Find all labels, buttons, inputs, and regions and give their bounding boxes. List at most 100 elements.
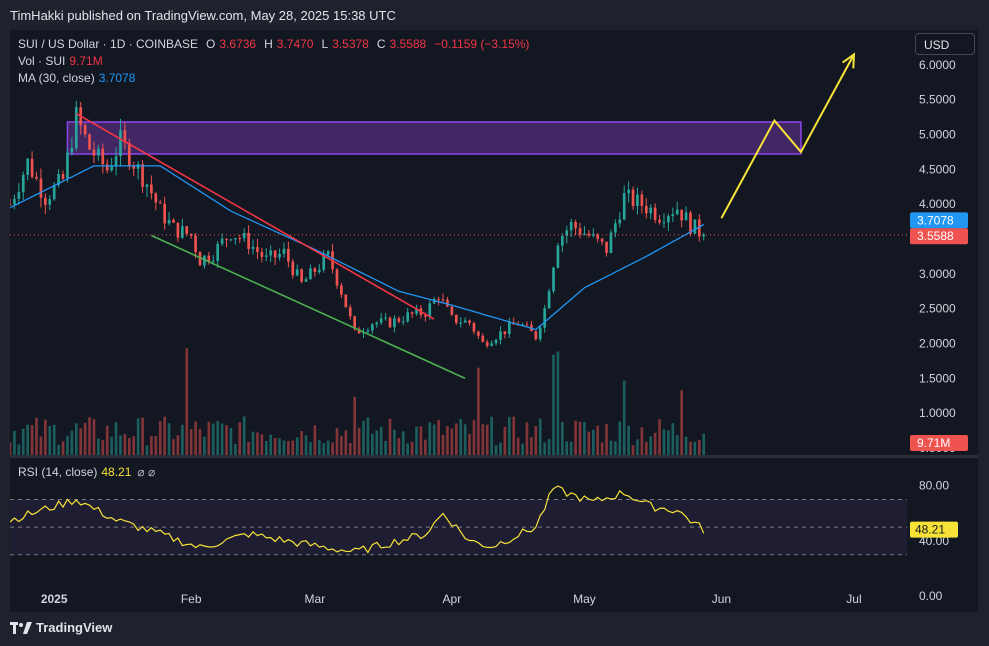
- candle-body[interactable]: [490, 343, 493, 346]
- candle-body[interactable]: [225, 238, 228, 240]
- candle-body[interactable]: [424, 314, 427, 317]
- candle-body[interactable]: [446, 299, 449, 307]
- candle-body[interactable]: [83, 124, 87, 135]
- candle-body[interactable]: [485, 341, 489, 346]
- candle-body[interactable]: [538, 327, 542, 340]
- candle-body[interactable]: [309, 268, 312, 280]
- candle-body[interactable]: [667, 215, 670, 223]
- candle-body[interactable]: [600, 238, 604, 242]
- candle-body[interactable]: [556, 245, 560, 268]
- candle-body[interactable]: [578, 228, 582, 235]
- candle-body[interactable]: [176, 222, 180, 238]
- candle-body[interactable]: [494, 339, 498, 344]
- candle-body[interactable]: [150, 184, 153, 194]
- candle-body[interactable]: [631, 189, 635, 207]
- support-trendline[interactable]: [151, 234, 466, 380]
- candle-body[interactable]: [596, 234, 600, 239]
- candle-body[interactable]: [229, 239, 233, 241]
- candle-body[interactable]: [238, 238, 242, 240]
- candle-body[interactable]: [287, 248, 290, 262]
- candle-body[interactable]: [57, 173, 60, 185]
- symbol-title[interactable]: SUI / US Dollar · 1D · COINBASE: [18, 37, 199, 51]
- candle-body[interactable]: [375, 322, 379, 325]
- volume-label[interactable]: Vol · SUI: [18, 54, 66, 68]
- candle-body[interactable]: [468, 320, 471, 324]
- candle-body[interactable]: [48, 199, 52, 205]
- candle-body[interactable]: [640, 194, 644, 206]
- candle-body[interactable]: [472, 323, 476, 332]
- candle-body[interactable]: [247, 232, 250, 249]
- candle-body[interactable]: [220, 238, 224, 244]
- candle-body[interactable]: [335, 269, 339, 286]
- candle-body[interactable]: [348, 307, 352, 317]
- candle-body[interactable]: [313, 268, 317, 273]
- candle-body[interactable]: [693, 219, 697, 234]
- candle-body[interactable]: [251, 246, 255, 249]
- rsi-label[interactable]: RSI (14, close): [18, 465, 98, 479]
- candle-body[interactable]: [393, 318, 396, 328]
- projection-path[interactable]: [720, 53, 855, 219]
- candle-body[interactable]: [256, 246, 259, 252]
- candle-body[interactable]: [295, 269, 299, 276]
- candle-body[interactable]: [587, 233, 591, 236]
- candle-body[interactable]: [459, 322, 463, 324]
- candle-body[interactable]: [39, 178, 43, 198]
- candle-body[interactable]: [353, 316, 356, 329]
- candle-body[interactable]: [66, 152, 69, 179]
- candle-body[interactable]: [534, 331, 538, 340]
- candle-body[interactable]: [507, 322, 511, 335]
- candle-body[interactable]: [17, 192, 21, 199]
- candle-body[interactable]: [101, 148, 105, 165]
- candle-body[interactable]: [207, 255, 211, 262]
- candle-body[interactable]: [260, 251, 264, 257]
- candle-body[interactable]: [561, 235, 564, 246]
- candle-body[interactable]: [658, 219, 661, 223]
- candle-body[interactable]: [344, 294, 348, 308]
- candle-body[interactable]: [371, 324, 374, 331]
- candle-body[interactable]: [145, 184, 149, 187]
- candle-body[interactable]: [70, 148, 74, 153]
- candle-body[interactable]: [123, 130, 127, 143]
- candle-body[interactable]: [163, 203, 166, 224]
- candle-body[interactable]: [278, 253, 281, 258]
- candle-body[interactable]: [114, 156, 118, 167]
- candle-body[interactable]: [264, 255, 268, 257]
- candle-body[interactable]: [13, 198, 16, 205]
- candle-body[interactable]: [273, 250, 277, 258]
- candle-body[interactable]: [401, 321, 405, 323]
- candle-body[interactable]: [61, 173, 65, 179]
- candle-body[interactable]: [415, 308, 418, 314]
- candle-body[interactable]: [30, 158, 34, 177]
- candle-body[interactable]: [300, 269, 303, 282]
- moving-average-line[interactable]: [10, 165, 705, 331]
- candle-body[interactable]: [662, 222, 666, 224]
- candle-body[interactable]: [379, 318, 383, 323]
- candle-body[interactable]: [649, 207, 653, 214]
- candle-body[interactable]: [189, 233, 193, 236]
- candle-body[interactable]: [569, 221, 573, 231]
- candle-body[interactable]: [618, 219, 622, 224]
- candle-body[interactable]: [74, 107, 78, 149]
- candle-body[interactable]: [684, 212, 688, 221]
- candle-body[interactable]: [671, 214, 675, 216]
- resistance-trendline[interactable]: [75, 112, 435, 320]
- candle-body[interactable]: [499, 331, 502, 340]
- supply-zone-rectangle[interactable]: [66, 121, 802, 155]
- candle-body[interactable]: [675, 209, 679, 215]
- candle-body[interactable]: [97, 148, 100, 156]
- ma-label[interactable]: MA (30, close): [18, 71, 95, 85]
- candle-body[interactable]: [366, 330, 370, 332]
- candle-body[interactable]: [543, 308, 546, 328]
- candle-body[interactable]: [388, 317, 392, 328]
- candle-body[interactable]: [216, 243, 220, 261]
- candle-body[interactable]: [450, 306, 454, 315]
- candle-body[interactable]: [322, 254, 326, 270]
- candle-body[interactable]: [317, 269, 321, 273]
- candle-body[interactable]: [689, 212, 692, 234]
- candle-body[interactable]: [680, 209, 683, 221]
- candle-body[interactable]: [326, 251, 330, 255]
- candle-body[interactable]: [88, 134, 91, 150]
- candle-body[interactable]: [397, 318, 401, 322]
- candle-body[interactable]: [644, 205, 648, 214]
- candle-body[interactable]: [622, 193, 626, 220]
